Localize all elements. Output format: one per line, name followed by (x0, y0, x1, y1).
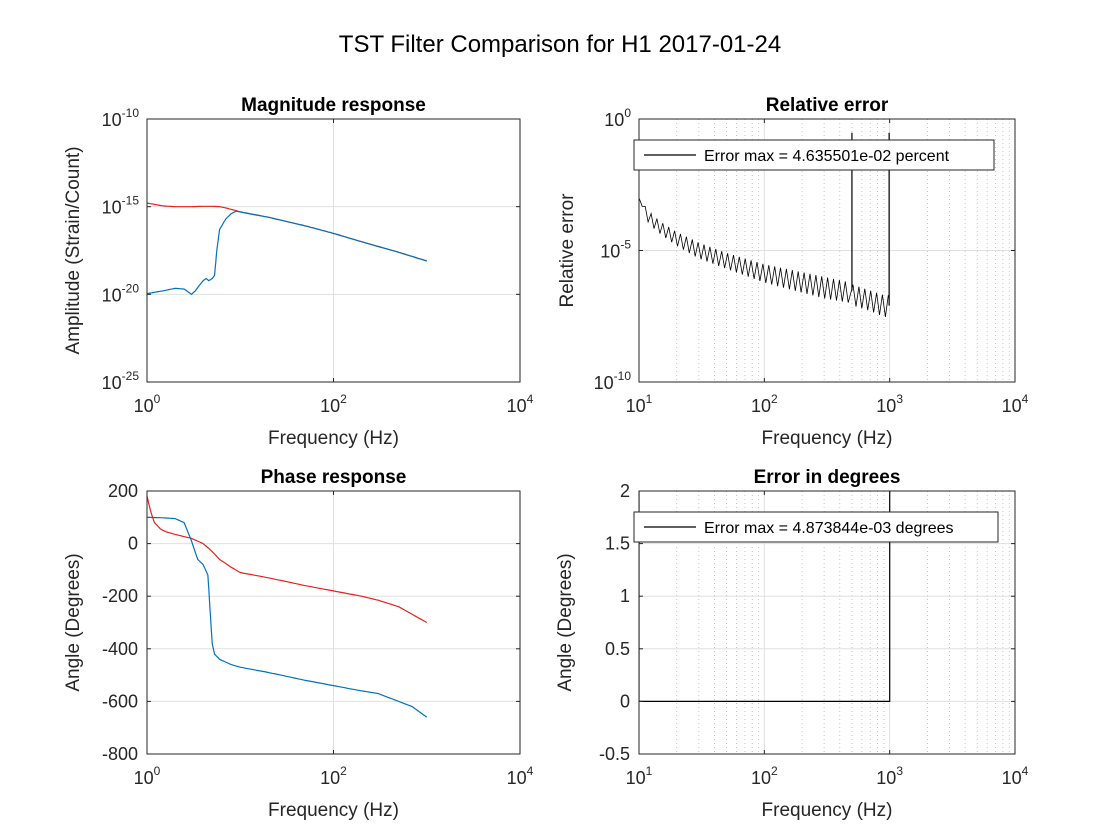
degerr-y-tick-label: 0.5 (605, 639, 630, 659)
degerr-title: Error in degrees (754, 467, 901, 488)
phase-series-group (147, 496, 428, 718)
magnitude-series-1 (147, 210, 427, 296)
phase-panel: 100 102 104 200 0 -200 -400 -600 -800 Phase respo… (63, 467, 534, 821)
degerr-series-0 (639, 491, 891, 702)
magnitude-y-tick-label: 10-20 (102, 281, 140, 305)
degerr-y-tick-label: 1.5 (605, 534, 630, 554)
relerr-x-tick-label: 104 (1002, 392, 1029, 416)
relerr-title: Relative error (766, 95, 889, 116)
degerr-x-tick-label: 104 (1002, 764, 1029, 788)
degerr-tick-marks (638, 490, 1016, 755)
relerr-y-tick-label: 100 (604, 106, 631, 130)
magnitude-x-tick-label: 104 (507, 392, 534, 416)
degerr-series-group (639, 491, 891, 702)
relerr-tick-marks (638, 118, 1016, 383)
magnitude-xlabel: Frequency (Hz) (268, 428, 399, 449)
degerr-y-tick-label: 2 (620, 481, 630, 501)
magnitude-y-tick-label: 10-10 (102, 106, 140, 130)
phase-series-0 (147, 496, 428, 624)
relerr-x-tick-label: 103 (876, 392, 903, 416)
relerr-xlabel: Frequency (Hz) (762, 428, 893, 449)
degerr-legend-label: Error max = 4.873844e-03 degrees (704, 520, 953, 537)
degerr-x-tick-label: 101 (626, 764, 653, 788)
degerr-xlabel: Frequency (Hz) (762, 800, 893, 821)
phase-y-tick-label: -200 (102, 586, 138, 606)
relerr-ylabel: Relative error (557, 193, 578, 308)
figure-title: TST Filter Comparison for H1 2017-01-24 (339, 31, 781, 58)
phase-x-tick-label: 104 (507, 764, 534, 788)
relerr-legend: Error max = 4.635501e-02 percent (633, 139, 995, 171)
phase-title: Phase response (261, 467, 407, 488)
phase-y-tick-label: -800 (102, 744, 138, 764)
magnitude-panel: 100 102 104 10-25 10-20 10-15 10-10 Magnitude r… (63, 95, 534, 449)
degerr-ylabel: Angle (Degrees) (555, 553, 576, 691)
magnitude-y-tick-label: 10-15 (102, 194, 140, 218)
magnitude-series-group (147, 202, 427, 296)
relerr-y-tick-label: 10-10 (594, 369, 632, 393)
phase-ylabel: Angle (Degrees) (63, 553, 84, 691)
magnitude-x-tick-label: 100 (134, 392, 161, 416)
phase-xlabel: Frequency (Hz) (268, 800, 399, 821)
degerr-y-tick-label: 0 (620, 691, 630, 711)
degerr-y-tick-label: 1 (620, 586, 630, 606)
relerr-series-0 (639, 197, 889, 317)
degerr-y-tick-label: -0.5 (599, 744, 630, 764)
relerr-panel: 101 102 103 104 10-10 10-5 100 Relative error Fr… (557, 95, 1029, 449)
degerr-x-tick-label: 103 (876, 764, 903, 788)
relerr-legend-label: Error max = 4.635501e-02 percent (704, 148, 950, 165)
degerr-x-tick-label: 102 (751, 764, 778, 788)
degerr-axes-box (638, 490, 1016, 755)
relerr-y-tick-label: 10-5 (600, 238, 631, 262)
degerr-panel: 101 102 103 104 2 1.5 1 0.5 0 -0.5 Error in degree… (555, 467, 1029, 821)
magnitude-ylabel: Amplitude (Strain/Count) (63, 146, 84, 354)
phase-x-tick-label: 102 (320, 764, 347, 788)
phase-tick-marks (146, 490, 521, 755)
magnitude-x-tick-label: 102 (320, 392, 347, 416)
phase-y-tick-label: -600 (102, 691, 138, 711)
phase-y-tick-label: 200 (108, 481, 138, 501)
magnitude-title: Magnitude response (241, 95, 426, 116)
phase-x-tick-label: 100 (134, 764, 161, 788)
magnitude-tick-marks (146, 118, 521, 383)
phase-y-tick-label: 0 (128, 534, 138, 554)
relerr-x-tick-label: 101 (626, 392, 653, 416)
degerr-legend: Error max = 4.873844e-03 degrees (633, 511, 999, 543)
relerr-x-tick-label: 102 (751, 392, 778, 416)
phase-series-1 (147, 516, 428, 718)
magnitude-y-tick-label: 10-25 (102, 369, 140, 393)
phase-y-tick-label: -400 (102, 639, 138, 659)
